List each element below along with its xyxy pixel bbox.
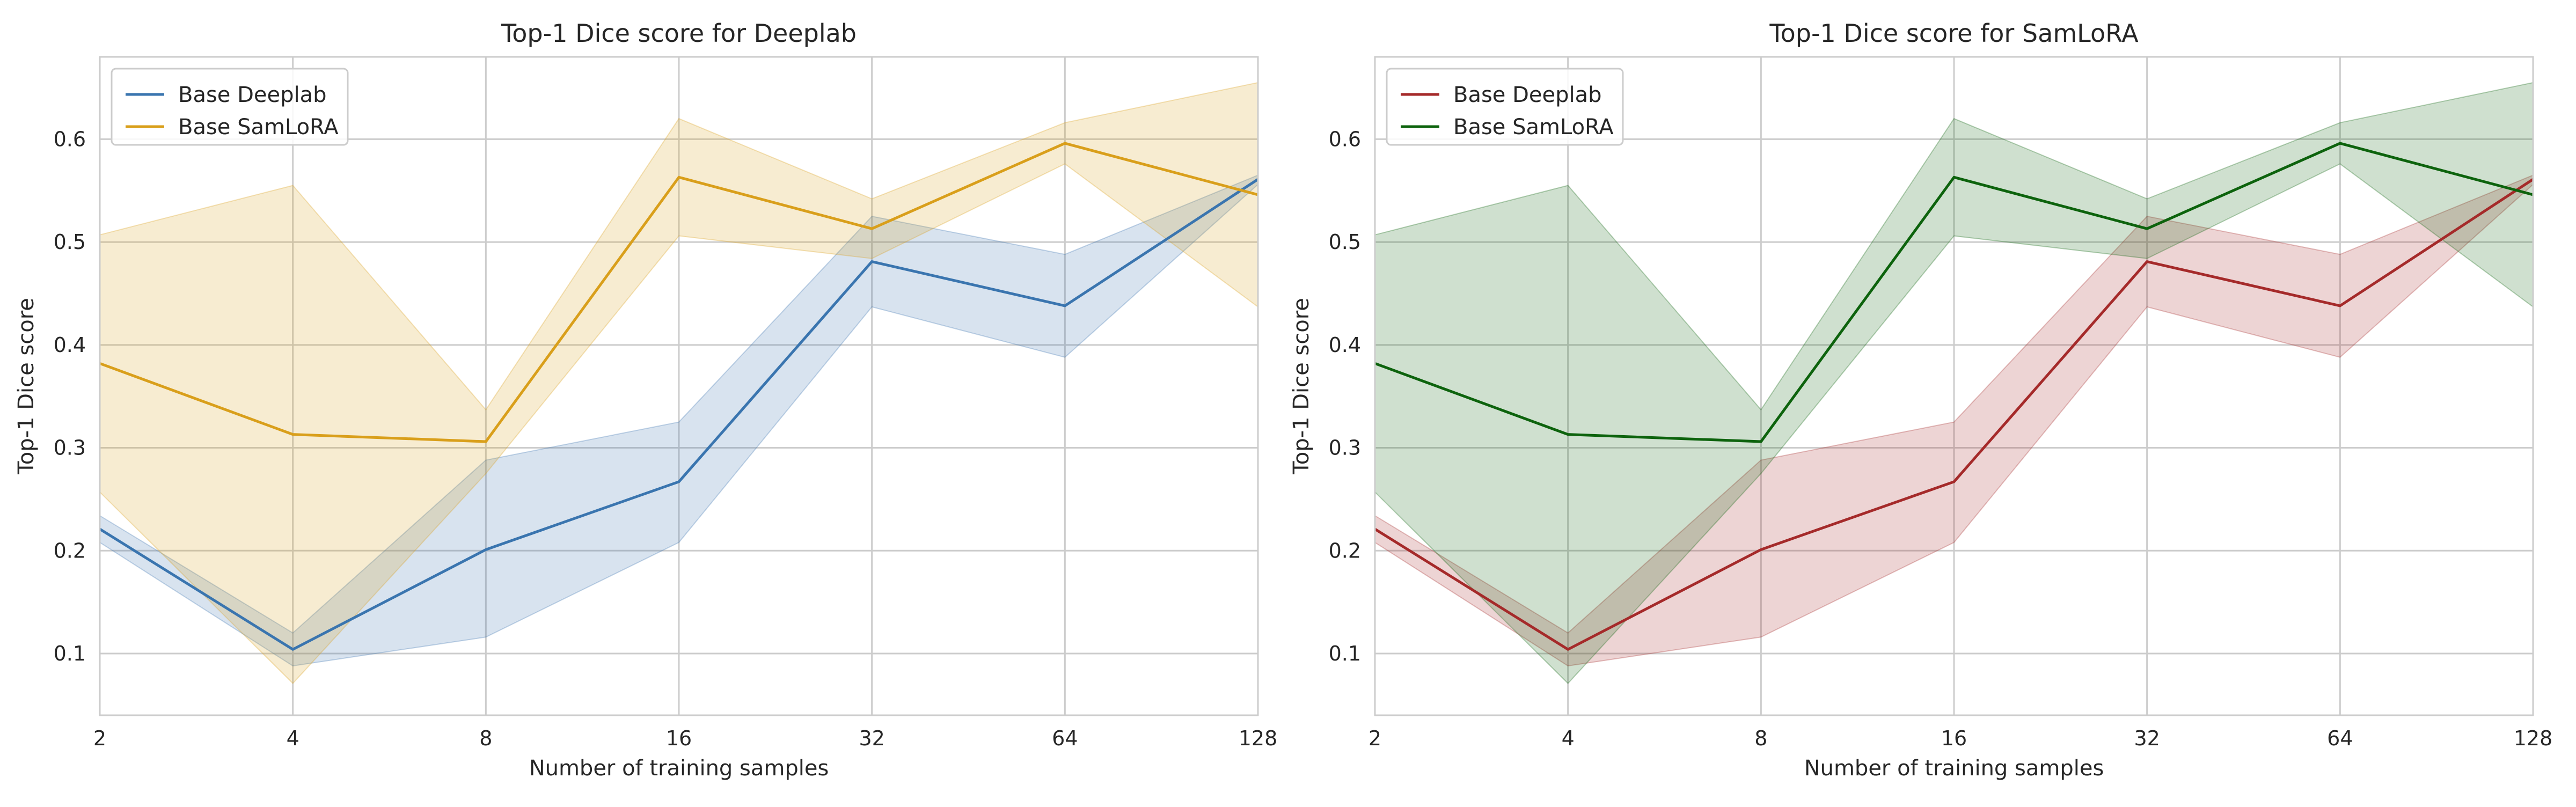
legend-label: Base SamLoRA <box>1453 115 1614 140</box>
y-tick-label: 0.1 <box>1329 642 1361 665</box>
y-tick-label: 0.6 <box>54 127 86 151</box>
x-tick-label: 32 <box>2134 727 2160 750</box>
x-tick-label: 16 <box>1941 727 1967 750</box>
y-tick-label: 0.1 <box>54 642 86 665</box>
y-tick-label: 0.6 <box>1329 127 1361 151</box>
x-tick-label: 4 <box>287 727 299 750</box>
y-tick-label: 0.2 <box>1329 539 1361 562</box>
y-tick-label: 0.5 <box>54 230 86 254</box>
y-tick-label: 0.5 <box>1329 230 1361 254</box>
y-tick-label: 0.4 <box>54 333 86 357</box>
y-tick-label: 0.2 <box>54 539 86 562</box>
y-axis-label: Top-1 Dice score <box>1289 298 1314 475</box>
x-tick-label: 64 <box>2327 727 2353 750</box>
x-tick-label: 64 <box>1052 727 1078 750</box>
legend-label: Base Deeplab <box>1453 83 1602 107</box>
x-tick-label: 8 <box>1754 727 1767 750</box>
chart-title: Top-1 Dice score for Deeplab <box>501 19 857 48</box>
x-tick-label: 128 <box>2514 727 2553 750</box>
chart-title: Top-1 Dice score for SamLoRA <box>1769 19 2139 48</box>
y-axis-label: Top-1 Dice score <box>14 298 39 475</box>
x-tick-label: 2 <box>1368 727 1381 750</box>
y-tick-label: 0.4 <box>1329 333 1361 357</box>
x-tick-label: 16 <box>666 727 692 750</box>
legend: Base Deeplab Base SamLoRA <box>1387 69 1623 145</box>
x-tick-label: 2 <box>93 727 106 750</box>
x-tick-label: 128 <box>1239 727 1278 750</box>
x-tick-label: 8 <box>479 727 492 750</box>
legend-label: Base Deeplab <box>178 83 327 107</box>
x-tick-label: 32 <box>859 727 884 750</box>
legend: Base Deeplab Base SamLoRA <box>112 69 348 145</box>
y-tick-label: 0.3 <box>54 436 86 460</box>
y-tick-label: 0.3 <box>1329 436 1361 460</box>
x-tick-label: 4 <box>1562 727 1575 750</box>
legend-label: Base SamLoRA <box>178 115 339 140</box>
x-axis-label: Number of training samples <box>1804 756 2104 781</box>
x-axis-label: Number of training samples <box>529 756 829 781</box>
